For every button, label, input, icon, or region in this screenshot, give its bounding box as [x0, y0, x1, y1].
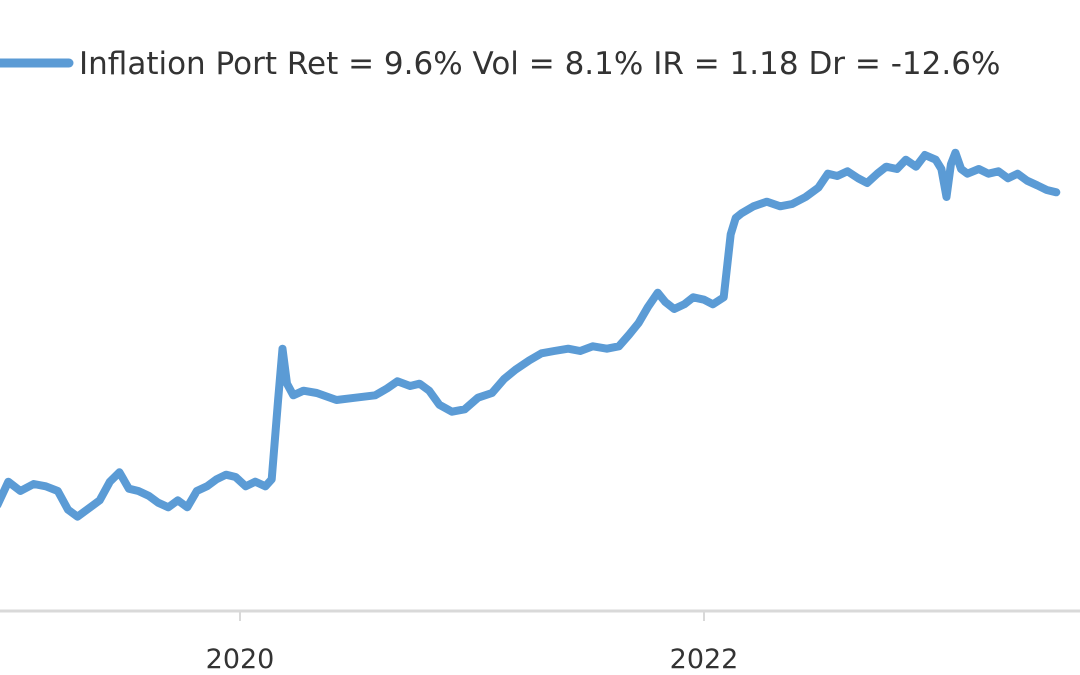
legend: Inflation Port Ret = 9.6% Vol = 8.1% IR …: [0, 46, 1000, 82]
x-axis: 2020 2022: [0, 609, 1080, 675]
series-layer: [0, 148, 1061, 521]
legend-label: Inflation Port Ret = 9.6% Vol = 8.1% IR …: [79, 46, 1000, 82]
x-tick-label-2022: 2022: [670, 644, 739, 675]
x-tick-label-2020: 2020: [206, 644, 275, 675]
series-line-0: [0, 148, 1061, 521]
